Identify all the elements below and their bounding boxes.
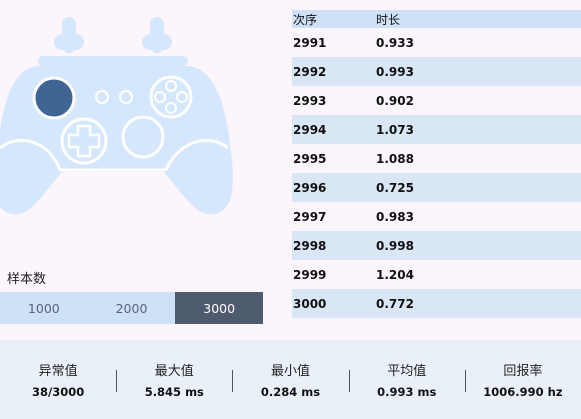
body-contour-right (164, 138, 229, 171)
sample-option-3000[interactable]: 3000 (175, 292, 264, 324)
stat-item: 最小值 0.284 ms (232, 360, 348, 399)
row-duration: 0.998 (376, 238, 414, 253)
sample-option-1000[interactable]: 1000 (27, 300, 60, 316)
stat-label: 平均值 (387, 364, 427, 379)
right-stick (121, 115, 165, 159)
table-row: 2994 1.073 (292, 115, 581, 144)
table-row: 2998 0.998 (292, 231, 581, 260)
gamepad-icon (0, 17, 233, 215)
menu-button (119, 90, 133, 104)
left-trigger-cap (54, 34, 84, 50)
bumpers (38, 56, 188, 66)
row-duration: 0.993 (376, 64, 414, 79)
stat-label: 最大值 (154, 364, 194, 379)
row-duration: 1.088 (376, 151, 414, 166)
sample-option-2000[interactable]: 2000 (115, 300, 148, 316)
stat-label: 异常值 (38, 364, 78, 379)
row-index: 2992 (293, 64, 327, 79)
sample-count-selector: 1000 2000 3000 (0, 292, 264, 324)
row-index: 3000 (293, 296, 327, 311)
row-duration: 1.204 (376, 267, 414, 282)
table-row: 2992 0.993 (292, 57, 581, 86)
sample-count-label: 样本数 (7, 272, 47, 287)
stat-label: 回报率 (503, 364, 543, 379)
column-header-index: 次序 (293, 12, 318, 27)
table-row: 2997 0.983 (292, 202, 581, 231)
row-duration: 0.983 (376, 209, 414, 224)
row-duration: 1.073 (376, 122, 414, 137)
column-header-duration: 时长 (376, 12, 401, 27)
table-body: 2991 0.933 2992 0.993 2993 0.902 2994 1.073 2995… (292, 28, 581, 318)
body-contour-left (0, 138, 62, 171)
stat-value: 5.845 ms (144, 385, 204, 399)
poll-interval-table: 次序 时长 2991 0.933 2992 0.993 2993 0.902 2994 1.0… (292, 10, 581, 318)
stat-value: 0.284 ms (260, 385, 321, 399)
table-row: 2996 0.725 (292, 173, 581, 202)
stats-footer: 异常值 38/3000 最大值 5.845 ms 最小值 0.284 ms 平均值 0.993… (0, 340, 581, 419)
table-row: 2991 0.933 (292, 28, 581, 57)
dpad (60, 117, 108, 165)
right-trigger-cap (142, 34, 172, 50)
row-index: 2991 (293, 35, 327, 50)
row-index: 2993 (293, 93, 327, 108)
stat-value: 1006.990 hz (483, 385, 563, 399)
row-duration: 0.772 (376, 296, 414, 311)
row-duration: 0.902 (376, 93, 414, 108)
row-index: 2999 (293, 267, 327, 282)
table-row: 2995 1.088 (292, 144, 581, 173)
table-row: 2999 1.204 (292, 260, 581, 289)
row-index: 2996 (293, 180, 327, 195)
stat-value: 38/3000 (31, 385, 85, 399)
stat-item: 平均值 0.993 ms (348, 360, 465, 399)
stat-item: 回报率 1006.990 hz (464, 360, 581, 399)
stat-label: 最小值 (271, 364, 311, 379)
table-row: 3000 0.772 (292, 289, 581, 318)
face-buttons (149, 75, 193, 119)
left-stick (32, 76, 76, 120)
table-row: 2993 0.902 (292, 86, 581, 115)
stat-value: 0.993 ms (377, 385, 437, 399)
row-duration: 0.725 (376, 180, 414, 195)
row-index: 2997 (293, 209, 327, 224)
table-header: 次序 时长 (292, 10, 581, 28)
view-button (95, 90, 109, 104)
row-index: 2995 (293, 151, 327, 166)
row-index: 2994 (293, 122, 327, 137)
stat-item: 异常值 38/3000 (0, 360, 116, 399)
row-duration: 0.933 (376, 35, 414, 50)
row-index: 2998 (293, 238, 327, 253)
stat-item: 最大值 5.845 ms (116, 360, 232, 399)
